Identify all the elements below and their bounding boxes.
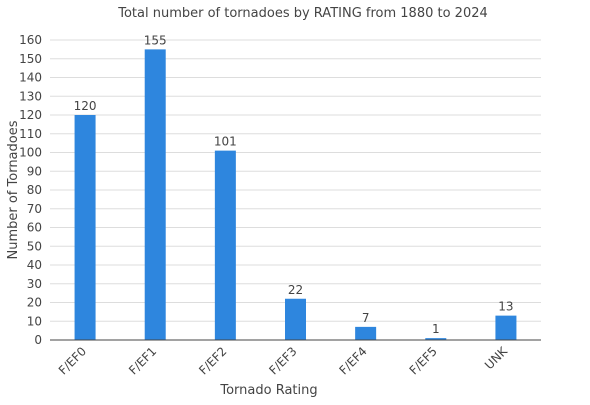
- y-tick-label: 70: [27, 202, 42, 216]
- y-tick-label: 10: [27, 314, 42, 328]
- bar-unk: [495, 315, 517, 340]
- x-axis-ticks: F/EF0 F/EF1 F/EF2 F/EF3 F/EF4 F/EF5 UNK: [56, 343, 511, 377]
- x-tick-label: F/EF5: [407, 344, 440, 377]
- data-label: 155: [144, 33, 167, 47]
- bar-f-ef4: [355, 326, 377, 340]
- y-tick-label: 80: [27, 183, 42, 197]
- x-tick-label: F/EF3: [266, 344, 299, 377]
- x-tick-label: F/EF0: [56, 344, 89, 377]
- data-label: 1: [432, 322, 440, 336]
- y-axis-title: Number of Tornadoes: [6, 120, 21, 259]
- y-tick-label: 110: [19, 127, 42, 141]
- y-tick-label: 40: [27, 258, 42, 272]
- y-tick-label: 160: [19, 33, 42, 47]
- bar-f-ef2: [214, 150, 236, 340]
- x-tick-label: F/EF2: [196, 344, 229, 377]
- x-axis-title: Tornado Rating: [219, 383, 317, 398]
- y-tick-label: 0: [34, 333, 42, 347]
- data-label: 101: [214, 135, 237, 149]
- x-tick-label: F/EF4: [336, 344, 369, 377]
- grid-lines: [50, 39, 541, 322]
- y-tick-label: 100: [19, 146, 42, 160]
- data-labels: 120 155 101 22 7 1 13: [74, 33, 514, 336]
- bar-f-ef3: [285, 298, 306, 340]
- y-tick-label: 120: [19, 108, 42, 122]
- chart-title: Total number of tornadoes by RATING from…: [117, 6, 488, 21]
- y-tick-label: 30: [27, 277, 42, 291]
- data-label: 22: [288, 283, 303, 297]
- y-axis-ticks: 0 10 20 30 40 50 60 70 80 90 100 110 120 130 140 150 160: [19, 33, 42, 347]
- data-label: 120: [74, 99, 97, 113]
- y-tick-label: 150: [19, 52, 42, 66]
- data-label: 7: [362, 311, 370, 325]
- x-tick-label: UNK: [482, 343, 511, 372]
- y-tick-label: 130: [19, 89, 42, 103]
- y-tick-label: 20: [27, 296, 42, 310]
- y-tick-label: 140: [19, 71, 42, 85]
- bars: [74, 49, 517, 340]
- bar-f-ef5: [425, 338, 447, 340]
- x-tick-label: F/EF1: [126, 344, 159, 377]
- data-label: 13: [498, 300, 513, 314]
- bar-f-ef1: [144, 49, 166, 340]
- y-tick-label: 90: [27, 164, 42, 178]
- y-tick-label: 50: [27, 239, 42, 253]
- bar-f-ef0: [74, 115, 96, 340]
- y-tick-label: 60: [27, 221, 42, 235]
